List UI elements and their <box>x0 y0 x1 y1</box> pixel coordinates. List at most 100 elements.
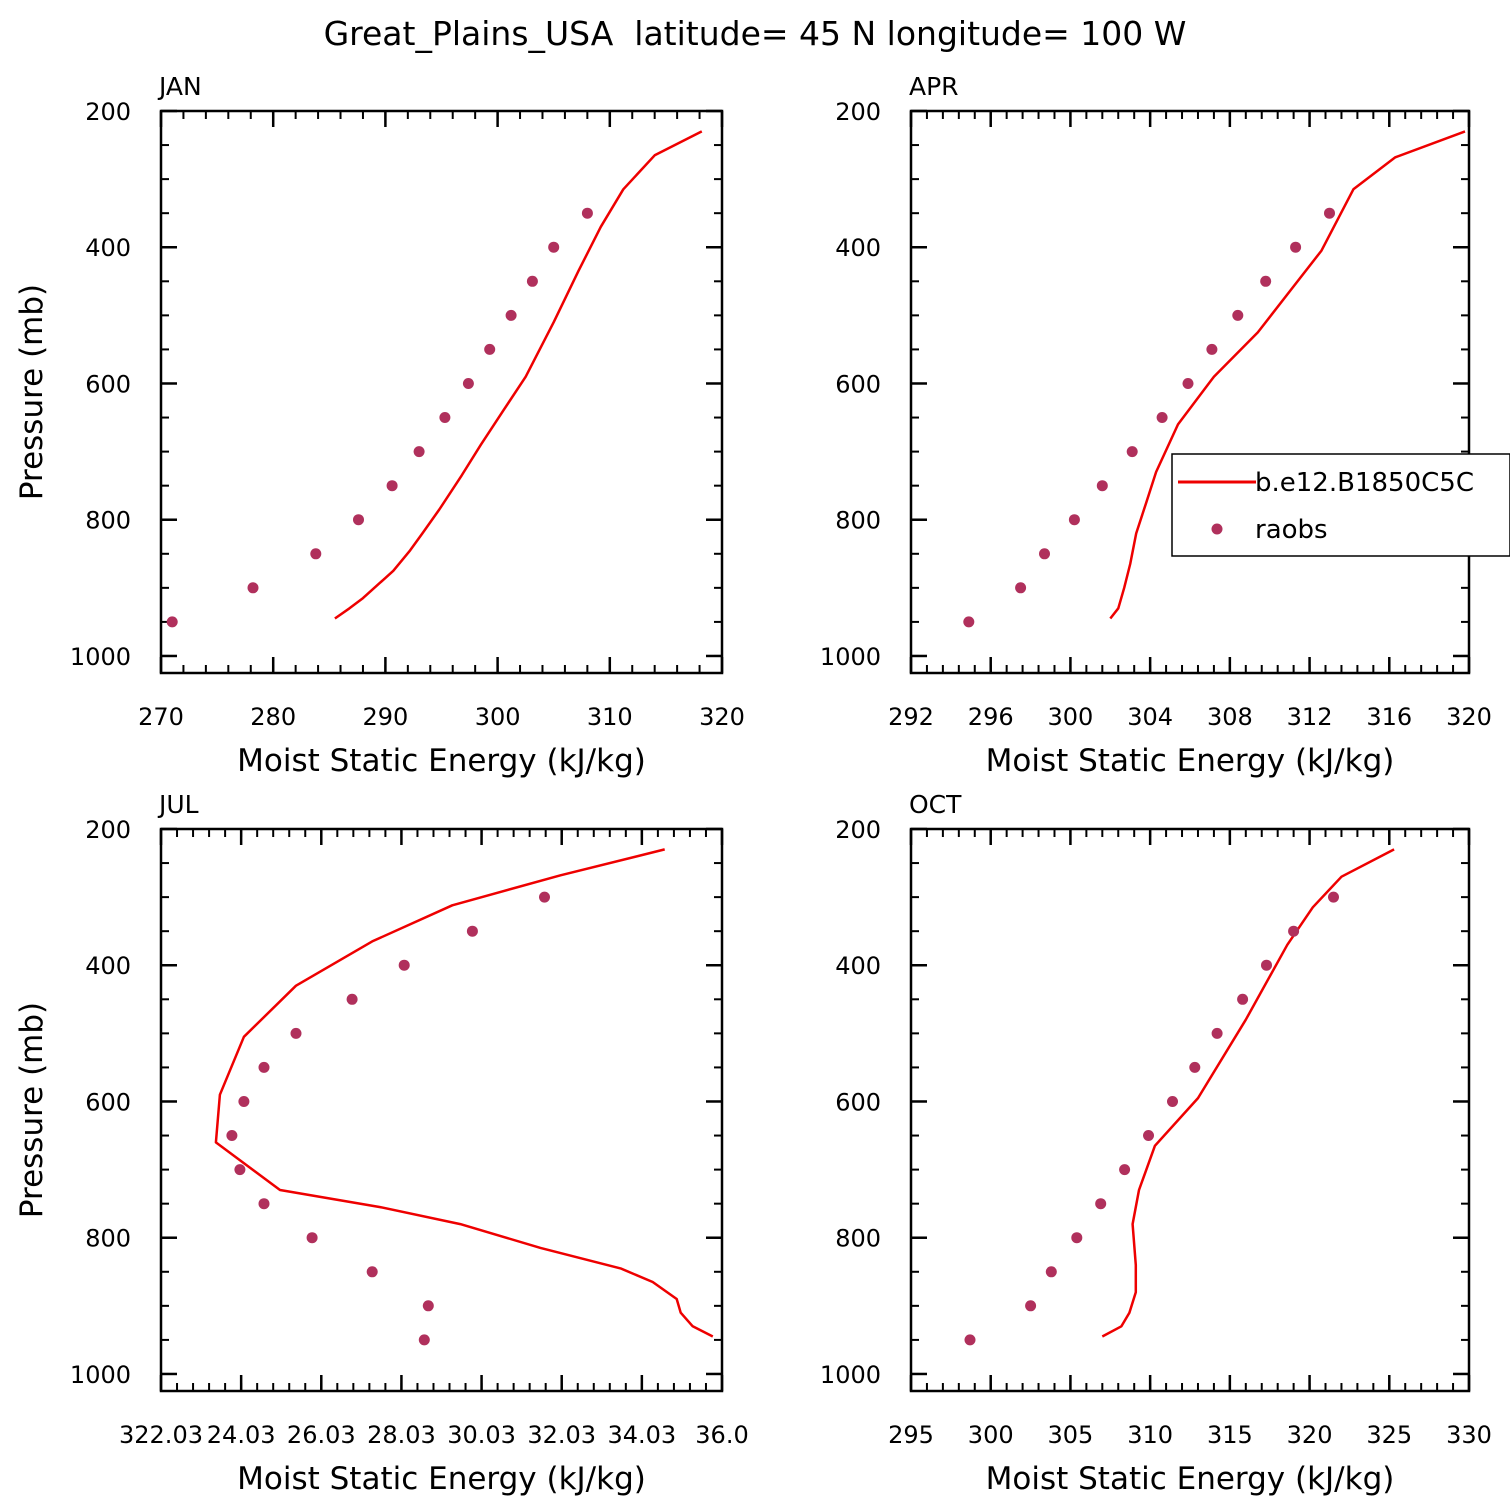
panel-jan: 270 280 290 300 310 320 200 400 600 800 1000 JAN Moi… <box>14 72 745 779</box>
raobs-point <box>346 993 358 1005</box>
panel-oct: 295 300 305 310 315 320 325 330 200 400 600 800 1000… <box>820 790 1492 1497</box>
y-tick-label: 800 <box>835 1225 881 1253</box>
raobs-point <box>505 309 517 321</box>
raobs-point <box>1232 309 1244 321</box>
raobs-point <box>1211 1027 1223 1039</box>
raobs-point <box>1182 378 1194 389</box>
x-tick-label: 308 <box>1207 703 1253 731</box>
raobs-point <box>1039 548 1050 560</box>
plot-frame <box>909 109 1471 675</box>
raobs-point <box>1290 241 1302 253</box>
y-tick-label: 600 <box>835 370 881 398</box>
raobs-point <box>226 1130 238 1141</box>
raobs-point <box>1068 514 1080 526</box>
y-tick-label: 1000 <box>70 643 131 671</box>
plot-frame <box>159 109 724 675</box>
model-profile-line <box>214 848 714 1338</box>
raobs-point <box>526 275 538 287</box>
raobs-point <box>166 616 178 628</box>
raobs-point <box>1167 1096 1178 1107</box>
panel-apr: 292 296 300 304 308 312 316 320 200 400 600 800 1000… <box>820 72 1492 779</box>
raobs-point <box>439 412 451 423</box>
raobs-point <box>238 1096 250 1107</box>
legend-dot-swatch <box>1211 523 1223 535</box>
x-tick-label: 292 <box>888 703 934 731</box>
y-tick-label: 600 <box>85 1088 131 1116</box>
raobs-point <box>386 480 398 492</box>
raobs-point <box>310 548 322 560</box>
x-tick-label: 325 <box>1366 1421 1412 1449</box>
y-tick-label: 1000 <box>70 1361 131 1389</box>
raobs-point <box>258 1061 270 1073</box>
raobs-point <box>413 446 425 458</box>
raobs-point <box>484 343 496 355</box>
raobs-point <box>1071 1232 1083 1244</box>
raobs-point <box>353 514 364 526</box>
y-tick-label: 400 <box>85 234 131 262</box>
y-tick-label: 800 <box>85 1225 131 1253</box>
raobs-point <box>539 891 550 903</box>
model-profile-line <box>1101 848 1395 1338</box>
raobs-point <box>422 1300 434 1312</box>
x-tick-label: 312 <box>1287 703 1333 731</box>
y-tick-label: 800 <box>85 507 131 535</box>
panel-month-label: APR <box>909 72 959 101</box>
model-profile-line <box>1109 130 1466 620</box>
x-tick-label: 316 <box>1366 703 1412 731</box>
raobs-point <box>548 241 560 253</box>
x-tick-label: 320 <box>1446 703 1492 731</box>
x-tick-label: 26.03 <box>287 1421 356 1449</box>
plot-frame <box>909 827 1471 1393</box>
panel-month-label: OCT <box>909 790 962 819</box>
x-tick-label: 310 <box>1127 1421 1173 1449</box>
y-tick-label: 1000 <box>820 1361 881 1389</box>
y-axis-title: Pressure (mb) <box>14 1002 50 1218</box>
x-axis-title: Moist Static Energy (kJ/kg) <box>986 743 1395 779</box>
x-tick-label: 270 <box>138 703 184 731</box>
legend-box <box>1171 453 1510 557</box>
raobs-point <box>234 1164 246 1176</box>
raobs-point <box>466 925 478 937</box>
raobs-point <box>1206 343 1218 355</box>
raobs-point <box>1189 1061 1201 1073</box>
x-tick-label: 300 <box>968 1421 1014 1449</box>
raobs-point <box>1119 1164 1131 1176</box>
raobs-point <box>258 1198 270 1210</box>
panel-month-label: JAN <box>157 72 202 101</box>
x-tick-label: 310 <box>587 703 633 731</box>
x-tick-label: 330 <box>1446 1421 1492 1449</box>
raobs-point <box>247 582 259 594</box>
raobs-point <box>1126 446 1138 458</box>
x-tick-label: 32.03 <box>527 1421 596 1449</box>
y-tick-label: 200 <box>85 816 131 844</box>
y-tick-label: 200 <box>835 816 881 844</box>
x-tick-label: 300 <box>475 703 521 731</box>
raobs-point <box>1025 1300 1037 1312</box>
x-tick-label: 28.03 <box>367 1421 436 1449</box>
raobs-point <box>963 616 975 628</box>
raobs-point <box>1288 925 1300 937</box>
raobs-point <box>418 1334 430 1346</box>
y-tick-label: 400 <box>835 234 881 262</box>
y-axis-title: Pressure (mb) <box>14 284 50 500</box>
x-tick-label: 315 <box>1207 1421 1253 1449</box>
x-tick-label: 296 <box>968 703 1014 731</box>
legend-obs-label: raobs <box>1255 515 1328 545</box>
y-tick-label: 800 <box>835 507 881 535</box>
x-axis-title: Moist Static Energy (kJ/kg) <box>237 743 646 779</box>
x-tick-label: 295 <box>888 1421 934 1449</box>
raobs-point <box>1156 412 1168 423</box>
x-tick-label: 34.03 <box>607 1421 676 1449</box>
x-tick-label: 290 <box>362 703 408 731</box>
legend: b.e12.B1850C5C raobs <box>1171 453 1510 557</box>
panel-jul: 322.03 24.03 26.03 28.03 30.03 32.03 34.03 36.0… <box>14 790 749 1497</box>
raobs-point <box>1328 891 1339 903</box>
raobs-point <box>1015 582 1027 594</box>
raobs-point <box>1324 207 1335 219</box>
x-tick-label: 30.03 <box>447 1421 516 1449</box>
y-tick-label: 600 <box>85 370 131 398</box>
raobs-point <box>398 959 410 971</box>
raobs-point <box>1143 1130 1154 1141</box>
x-tick-label: 305 <box>1048 1421 1094 1449</box>
